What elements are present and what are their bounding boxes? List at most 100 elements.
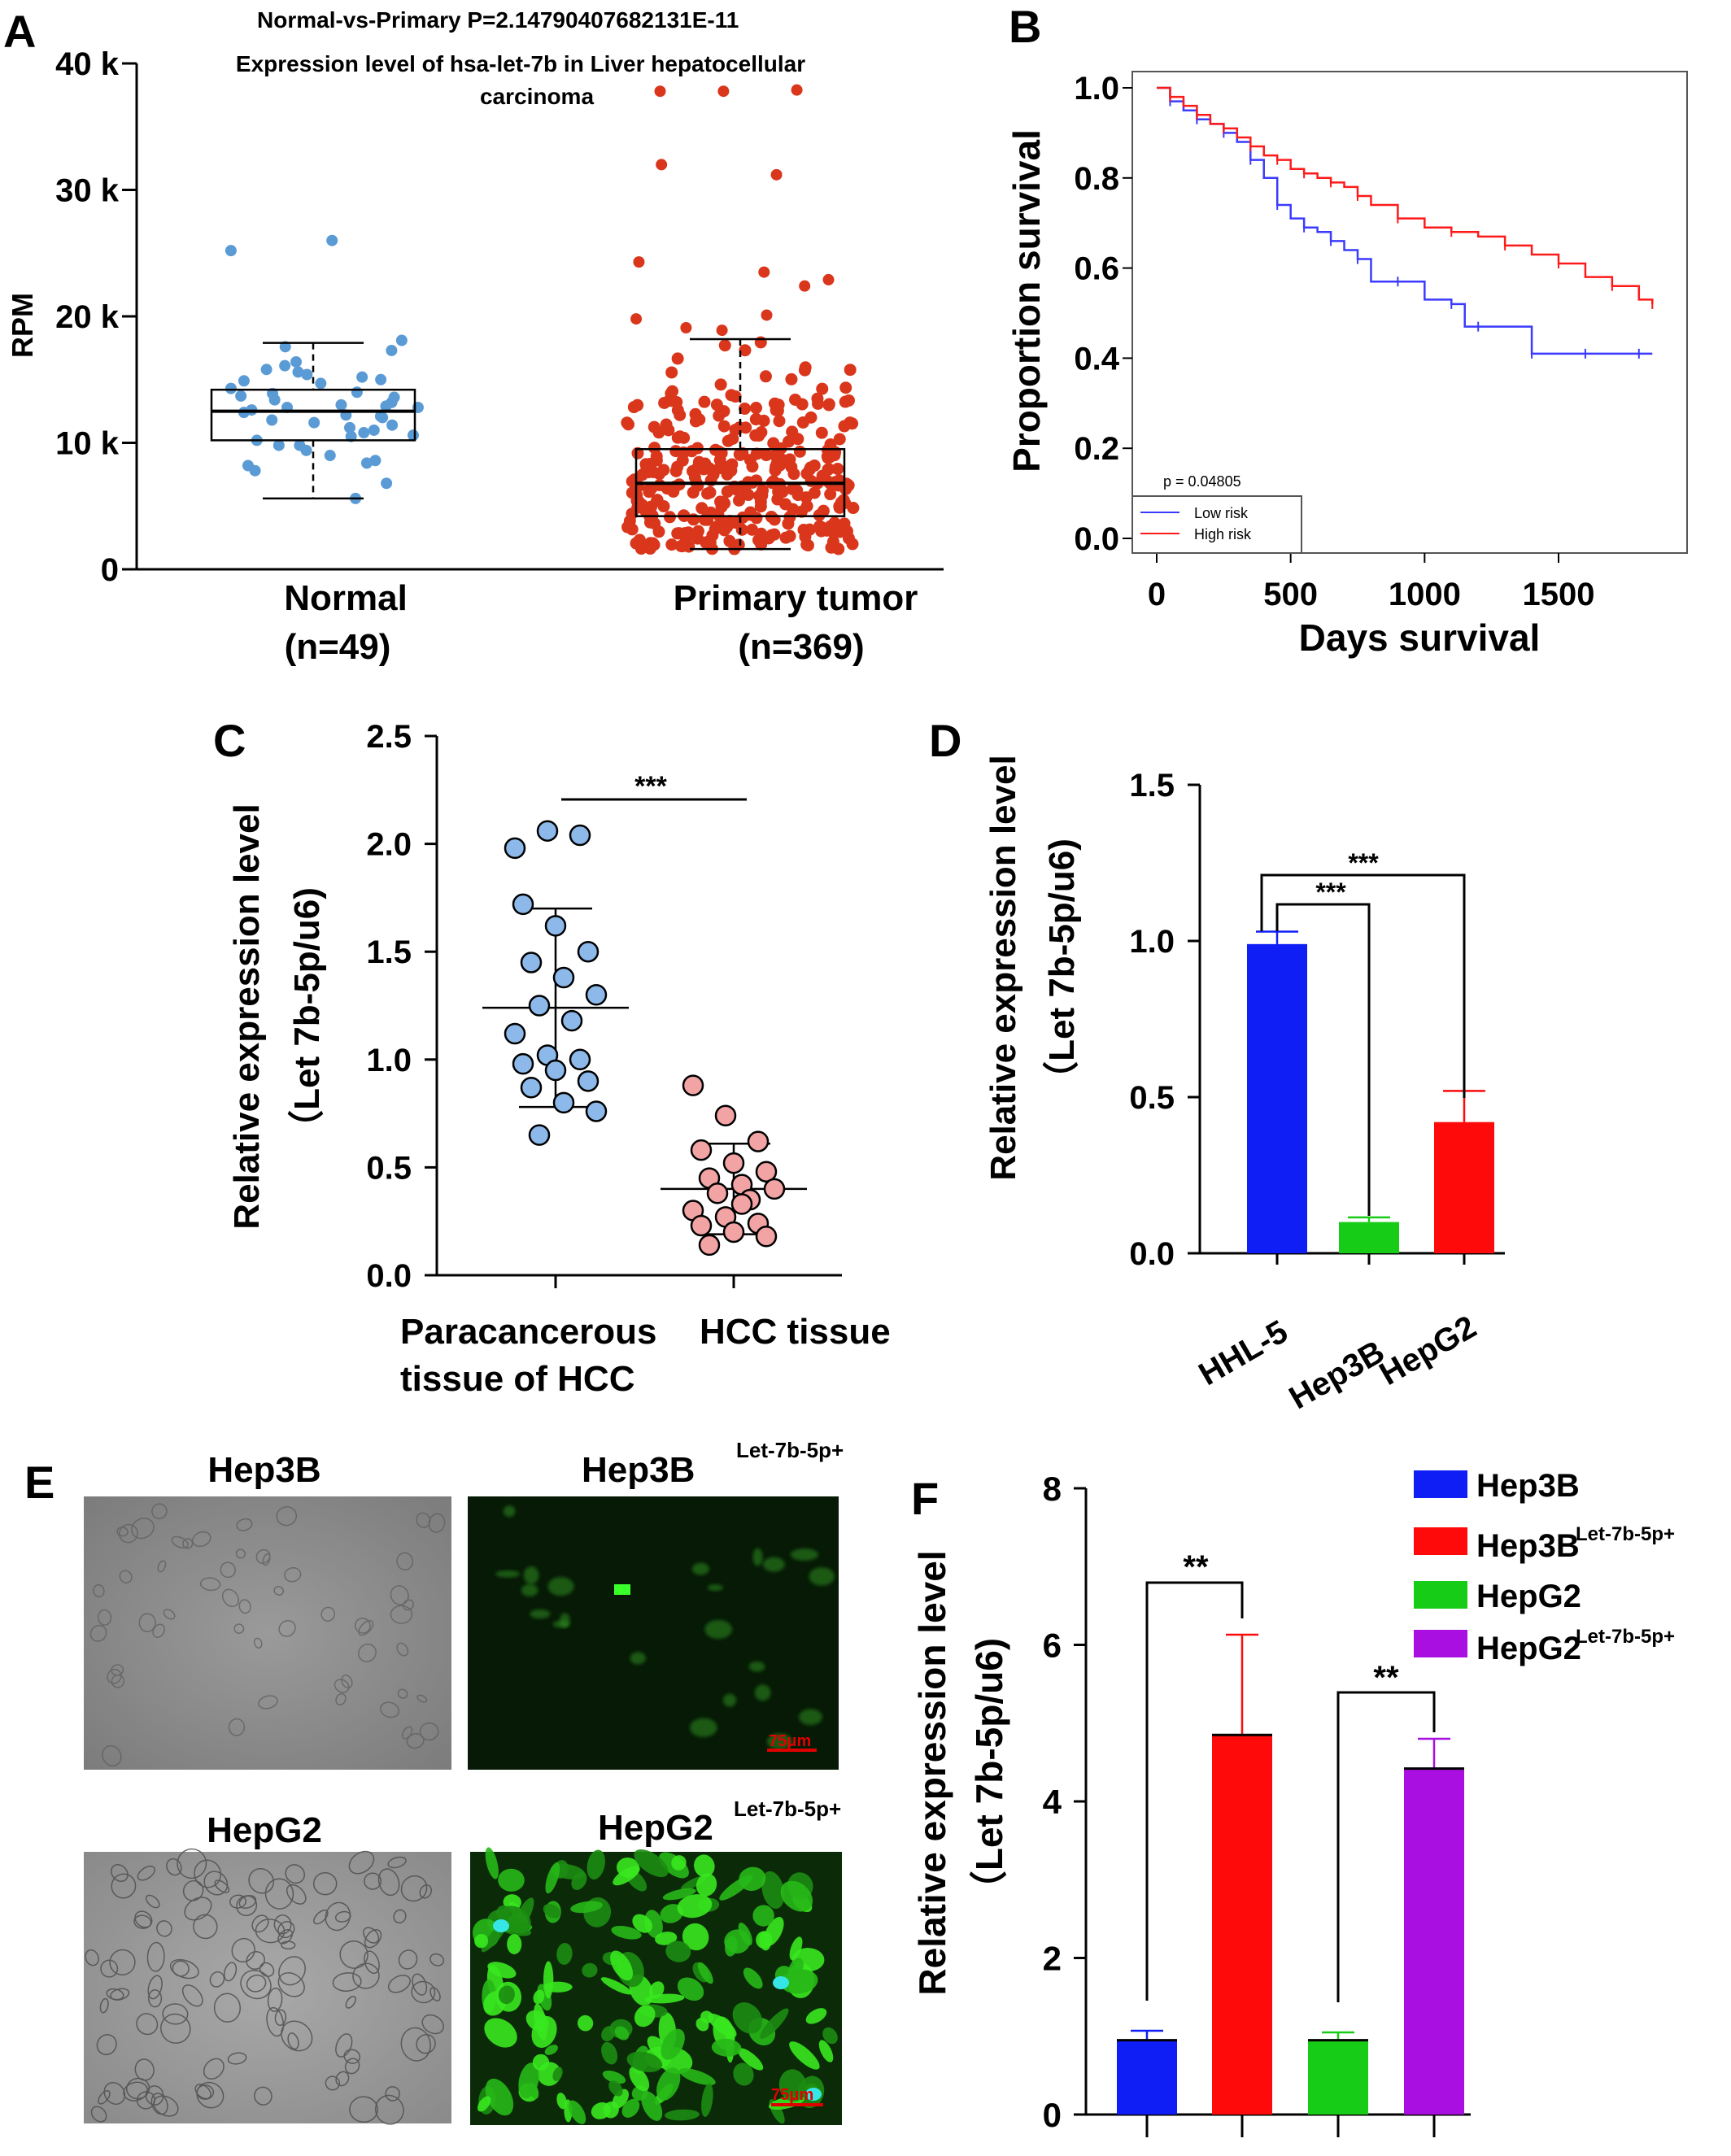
micrograph-cell bbox=[196, 2081, 225, 2109]
micrograph-cell bbox=[194, 1859, 222, 1888]
micrograph-cell bbox=[406, 1733, 425, 1749]
micrograph-cell bbox=[166, 1858, 182, 1876]
micrograph-cell bbox=[649, 1981, 665, 1999]
panel-c-group1-line2: tissue of HCC bbox=[400, 1359, 634, 1399]
panel-c-point bbox=[730, 1193, 753, 1215]
micrograph-cell bbox=[532, 2054, 550, 2071]
micrograph-cell bbox=[156, 1920, 172, 1937]
panel-d-yticks: 0.0 0.5 1.0 1.5 bbox=[1129, 768, 1200, 1272]
micrograph-cell bbox=[552, 1620, 570, 1628]
panel-c-sig: *** bbox=[634, 771, 667, 802]
panel-e-label-hepg2: HepG2 bbox=[207, 1810, 322, 1850]
micrograph-cell bbox=[626, 2051, 663, 2073]
micrograph-cell bbox=[601, 2041, 618, 2065]
micrograph-cell bbox=[789, 2041, 820, 2070]
micrograph-cell bbox=[102, 1744, 122, 1766]
micrograph-cell bbox=[762, 1557, 785, 1572]
micrograph-hepg2-brightfield bbox=[84, 1848, 451, 2125]
legend-label-hepg2-oe-sup: Let-7b-5p+ bbox=[1576, 1626, 1675, 1648]
panel-a-point-tumor bbox=[796, 398, 809, 411]
micrograph-cell bbox=[182, 1879, 204, 1901]
micrograph-cell bbox=[390, 1605, 413, 1624]
panel-a-ytick-label: 10 k bbox=[55, 426, 120, 462]
micrograph-cell bbox=[556, 2093, 567, 2110]
panel-a-point-tumor bbox=[767, 437, 780, 450]
micrograph-cell bbox=[111, 1674, 125, 1688]
panel-c-point bbox=[577, 940, 600, 963]
micrograph-cell bbox=[656, 2067, 681, 2101]
panel-a-point-tumor bbox=[676, 454, 689, 467]
panel-f-legend: Hep3B Hep3B Let-7b-5p+ HepG2 HepG2 Let-7… bbox=[1414, 1468, 1675, 1666]
panel-a-point-tumor bbox=[754, 336, 767, 349]
micrograph-hep3b-brightfield bbox=[84, 1496, 451, 1770]
panel-a-ytick-label: 30 k bbox=[55, 173, 120, 209]
micrograph-cell bbox=[385, 2086, 400, 2102]
panel-a-point-normal bbox=[290, 355, 303, 368]
micrograph-cell bbox=[570, 1901, 603, 1914]
micrograph-cell bbox=[677, 1977, 704, 2001]
panel-a-point-normal bbox=[386, 344, 398, 356]
micrograph-cell bbox=[396, 1552, 414, 1570]
micrograph-cell bbox=[396, 1642, 409, 1657]
panel-a-point-tumor bbox=[839, 381, 852, 394]
panel-e-label-hepg2-oe: HepG2 bbox=[598, 1808, 713, 1848]
micrograph-cell bbox=[235, 1548, 246, 1559]
micrograph-cell bbox=[110, 1988, 130, 2001]
panel-a-point-tumor bbox=[653, 468, 666, 481]
legend-label-hep3b-oe: Hep3B bbox=[1476, 1528, 1580, 1564]
micrograph-cell bbox=[364, 1950, 380, 1975]
micrograph-cell bbox=[743, 1967, 763, 1989]
micrograph-cell bbox=[748, 1661, 765, 1672]
panel-b-ytick-label: 0.4 bbox=[1074, 341, 1119, 377]
panel-d-ylabel-line2: （Let 7b-5p/u6) bbox=[1042, 838, 1082, 1097]
panel-a-point-tumor bbox=[638, 540, 651, 553]
micrograph-cell bbox=[236, 1895, 258, 1917]
panel-a-point-normal bbox=[235, 390, 247, 402]
panel-a-point-tumor bbox=[739, 344, 752, 357]
micrograph-cell bbox=[701, 2083, 713, 2117]
panel-a-point-tumor bbox=[838, 420, 851, 433]
panel-a-point-tumor bbox=[685, 445, 698, 458]
panel-f-bar bbox=[1308, 2040, 1368, 2115]
micrograph-cell bbox=[521, 1583, 538, 1596]
panel-e: E Hep3B Hep3B Let-7b-5p+ HepG2 HepG2 Let… bbox=[24, 1438, 844, 2125]
panel-a-point-normal bbox=[301, 368, 313, 381]
micrograph-cell bbox=[733, 2062, 754, 2086]
panel-c-point bbox=[544, 1059, 567, 1082]
micrograph-cell bbox=[503, 1894, 521, 1910]
panel-a-point-tumor bbox=[671, 403, 684, 416]
panel-a-group1-n: (n=49) bbox=[285, 627, 391, 667]
micrograph-cell bbox=[632, 1914, 652, 1933]
panel-a-point-tumor bbox=[772, 399, 785, 412]
micrograph-cell bbox=[255, 1919, 286, 1944]
panel-a-point-tumor bbox=[689, 407, 702, 420]
panel-a-point-tumor-outlier bbox=[654, 85, 666, 98]
panel-a-point-tumor bbox=[671, 527, 684, 540]
panel-a-point-tumor bbox=[723, 514, 736, 527]
micrograph-cell bbox=[739, 1866, 766, 1891]
micrograph-cell bbox=[601, 2026, 616, 2041]
panel-b-legend-high: High risk bbox=[1194, 526, 1252, 542]
micrograph-cell bbox=[182, 1538, 194, 1549]
panel-b-legend-low: Low risk bbox=[1194, 505, 1249, 521]
micrograph-cell bbox=[251, 1914, 269, 1933]
panel-a-point-tumor bbox=[775, 484, 788, 497]
micrograph-cell bbox=[89, 1624, 107, 1642]
panel-a-point-tumor bbox=[821, 474, 834, 487]
micrograph-cell bbox=[621, 2098, 640, 2118]
micrograph-cell bbox=[364, 1872, 382, 1890]
panel-c-ytick-label: 1.5 bbox=[366, 934, 412, 970]
panel-a-point-tumor-outlier bbox=[758, 266, 770, 278]
panel-a-point-tumor bbox=[755, 426, 768, 439]
panel-c-point bbox=[722, 1221, 745, 1244]
micrograph-cell bbox=[428, 1513, 446, 1533]
micrograph-cell bbox=[123, 2081, 149, 2102]
panel-a-point-normal bbox=[273, 439, 285, 451]
panel-c-group1-line1: Paracancerous bbox=[400, 1312, 657, 1352]
panel-c-ytick-label: 2.5 bbox=[366, 719, 412, 755]
panel-e-label-hep3b: Hep3B bbox=[207, 1450, 320, 1490]
micrograph-cell bbox=[498, 1985, 515, 2005]
panel-b-xtick-label: 1000 bbox=[1389, 577, 1461, 612]
panel-c-ytick-label: 0.0 bbox=[366, 1258, 412, 1294]
